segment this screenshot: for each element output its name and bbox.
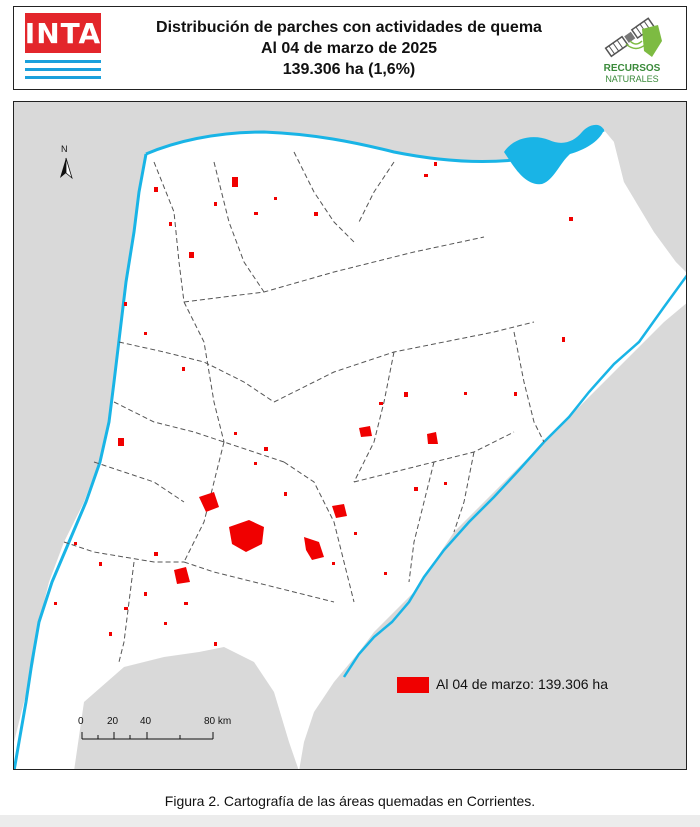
burned-patch: [384, 572, 387, 575]
scale-bar: [81, 732, 214, 740]
burned-patch: [304, 537, 324, 560]
burned-patch: [164, 622, 167, 625]
burned-patch: [424, 174, 428, 177]
burned-patch: [332, 562, 335, 565]
burned-patch: [254, 212, 258, 215]
page-footer-band: [0, 815, 700, 827]
burned-patch: [144, 592, 147, 596]
north-arrow-icon: [60, 157, 73, 180]
inta-logo-stripe: [25, 76, 101, 79]
map-total-area: 139.306 ha (1,6%): [282, 61, 416, 78]
burned-patch: [514, 392, 517, 396]
scale-label: 80 km: [204, 716, 232, 727]
burned-patch: [562, 337, 565, 342]
satellite-icon: [604, 17, 662, 58]
scale-label: 0: [78, 716, 84, 727]
burned-patch: [109, 632, 112, 636]
burned-patch: [154, 187, 158, 192]
burned-patch: [182, 367, 185, 371]
burned-patch: [314, 212, 318, 216]
burned-patch: [264, 447, 268, 451]
neighbor-territory-east: [614, 132, 686, 272]
burned-patch: [229, 520, 264, 552]
burned-patch: [214, 202, 217, 206]
burned-patches: [54, 162, 573, 646]
map-date: Al 04 de marzo de 2025: [260, 40, 438, 57]
recursos-naturales-logo: RECURSOS NATURALES: [592, 11, 672, 87]
burned-patch: [118, 438, 124, 446]
burned-patch: [144, 332, 147, 335]
recursos-naturales-text: RECURSOS: [603, 63, 661, 74]
department-boundaries: [63, 151, 545, 663]
uruguay-river: [342, 274, 686, 678]
burned-patch: [434, 162, 437, 166]
recursos-naturales-subtext: NATURALES: [605, 74, 659, 84]
burned-patch: [169, 222, 172, 226]
burned-patch: [569, 217, 573, 221]
burned-patch: [404, 392, 408, 397]
burned-patch: [232, 177, 238, 187]
map-title: Distribución de parches con actividades …: [156, 19, 542, 36]
burned-patch: [234, 432, 237, 435]
inta-logo-text: INTA: [25, 13, 101, 53]
burned-patch: [274, 197, 277, 200]
parana-river-west: [14, 153, 148, 769]
burned-patch: [414, 487, 418, 491]
burned-patch: [74, 542, 77, 545]
burned-patch: [444, 482, 447, 485]
scale-label: 20: [107, 716, 119, 727]
burned-patch: [124, 607, 128, 610]
figure-caption: Figura 2. Cartografía de las áreas quema…: [164, 793, 536, 809]
burned-patch: [254, 462, 257, 465]
scale-label: 40: [140, 716, 152, 727]
map-header: INTA Distribución de parches con activid…: [13, 6, 687, 90]
burned-patch: [99, 562, 102, 566]
inta-logo: INTA: [25, 13, 101, 81]
burned-patch: [54, 602, 57, 605]
corrientes-map: [14, 102, 686, 769]
burned-patch: [214, 642, 217, 646]
water-body-ibera: [504, 124, 604, 185]
burned-patch: [154, 552, 158, 556]
map-panel: N Al 04 de marzo: 139.306 ha 0 20 40 80 …: [13, 101, 687, 770]
burned-patch: [379, 402, 383, 405]
burned-patch: [189, 252, 194, 258]
burned-patch: [124, 302, 127, 306]
burned-patch: [427, 432, 438, 444]
burned-patch: [464, 392, 467, 395]
burned-patch: [359, 426, 372, 437]
burned-patch: [332, 504, 347, 518]
burned-patch: [199, 492, 219, 512]
north-label: N: [61, 144, 68, 154]
burned-patch: [354, 532, 357, 535]
legend-label: Al 04 de marzo: 139.306 ha: [436, 676, 609, 692]
inta-logo-stripe: [25, 68, 101, 71]
legend-swatch: [397, 677, 429, 693]
burned-patch: [184, 602, 188, 605]
burned-patch: [284, 492, 287, 496]
inta-logo-stripe: [25, 60, 101, 63]
burned-patch: [174, 567, 190, 584]
